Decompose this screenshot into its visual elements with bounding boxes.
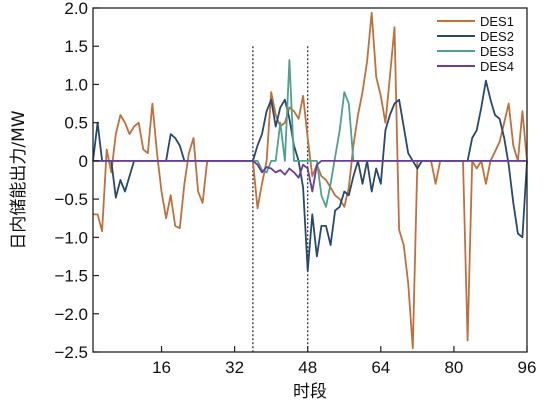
y-tick-label: 2.0: [64, 0, 88, 18]
y-tick-label: −2.0: [54, 305, 88, 324]
y-tick-label: −1.0: [54, 228, 88, 247]
legend-label-des2: DES2: [480, 29, 514, 44]
legend-label-des4: DES4: [480, 59, 514, 74]
plot-frame: [92, 7, 528, 353]
y-tick-label: −2.5: [54, 343, 88, 362]
x-tick-label: 32: [225, 358, 244, 377]
y-tick-label: 0.5: [64, 114, 88, 133]
x-tick-label: 64: [371, 358, 390, 377]
series-line-des3: [93, 59, 527, 208]
legend-label-des1: DES1: [480, 14, 514, 29]
x-tick-label: 48: [298, 358, 317, 377]
x-tick-label: 80: [444, 358, 463, 377]
x-axis-label: 时段: [293, 382, 327, 402]
y-tick-label: 1.5: [64, 37, 88, 56]
y-tick-label: −0.5: [54, 190, 88, 209]
y-tick-label: 1.0: [64, 75, 88, 94]
y-axis-label: 日内储能出力/MW: [9, 110, 29, 249]
x-axis-ticks: 16 32 48 64 80 96: [152, 346, 536, 377]
series-lines: [92, 11, 528, 350]
x-tick-label: 96: [518, 358, 537, 377]
y-axis-ticks: −2.5 −2.0 −1.5 −1.0 −0.5 0 0.5 1.0 1.5 2.0: [54, 0, 99, 362]
x-tick-label: 16: [152, 358, 171, 377]
y-tick-label: 0: [79, 152, 88, 171]
legend-label-des3: DES3: [480, 44, 514, 59]
y-tick-label: −1.5: [54, 267, 88, 286]
reference-lines: [252, 46, 309, 352]
series-line-des4: [93, 159, 527, 193]
